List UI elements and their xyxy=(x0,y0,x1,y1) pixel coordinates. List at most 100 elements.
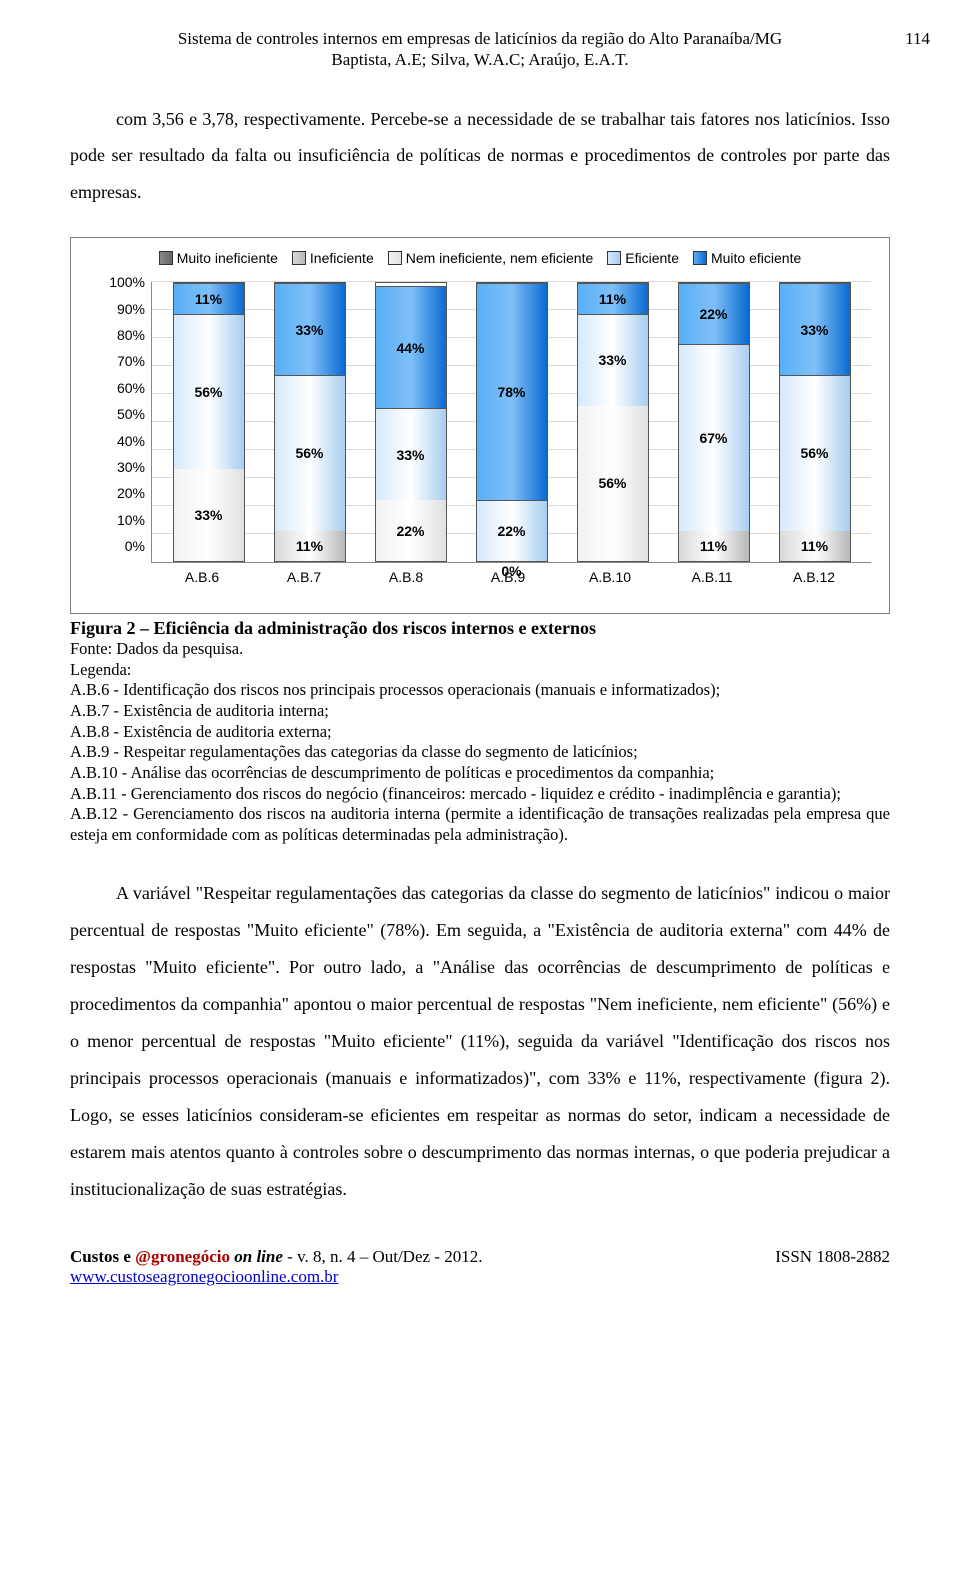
bar-segment-label: 56% xyxy=(174,384,244,400)
bar-segment-label: 67% xyxy=(679,430,749,446)
legend-item: Eficiente xyxy=(607,250,679,266)
legenda-item: A.B.6 - Identificação dos riscos nos pri… xyxy=(70,680,890,701)
page-footer: Custos e @gronegócio on line - v. 8, n. … xyxy=(70,1247,890,1287)
bar-segment: 11% xyxy=(679,531,749,562)
bar-segment-label: 11% xyxy=(578,291,648,307)
xtick-label: A.B.11 xyxy=(676,569,748,585)
footer-issn: ISSN 1808-2882 xyxy=(775,1247,890,1287)
bar-segment: 33% xyxy=(780,283,850,375)
legenda-title: Legenda: xyxy=(70,660,890,681)
bar-segment-label: 56% xyxy=(780,445,850,461)
figure-2-chart: Muito ineficiente Ineficiente Nem ineficie… xyxy=(70,237,890,614)
ytick-label: 90% xyxy=(89,301,145,317)
legend-item: Muito eficiente xyxy=(693,250,801,266)
bar-segment: 33% xyxy=(275,283,345,375)
legend-item: Ineficiente xyxy=(292,250,374,266)
page-number: 114 xyxy=(905,28,930,49)
bar-segment-label: 78% xyxy=(477,384,547,400)
legenda-item: A.B.7 - Existência de auditoria interna; xyxy=(70,701,890,722)
bar: 11% 67% 22% xyxy=(678,282,750,562)
figure-caption: Figura 2 – Eficiência da administração d… xyxy=(70,618,890,639)
bar-segment: 33% xyxy=(376,408,446,500)
bar-segment: 56% xyxy=(578,406,648,562)
bar-segment-label: 11% xyxy=(679,538,749,554)
bar-segment-label: 22% xyxy=(376,523,446,539)
intro-paragraph: com 3,56 e 3,78, respectivamente. Perceb… xyxy=(70,101,890,212)
legend-item: Muito ineficiente xyxy=(159,250,278,266)
bar-segment: 11% xyxy=(578,283,648,314)
bar-segment-label: 33% xyxy=(780,322,850,338)
ytick-label: 50% xyxy=(89,406,145,422)
bar-segment: 78% xyxy=(477,283,547,500)
bar-segment: 22% xyxy=(679,283,749,344)
ytick-label: 20% xyxy=(89,485,145,501)
bar-segment: 44% xyxy=(376,286,446,408)
bar-segment: 11% xyxy=(780,531,850,562)
legend-label: Eficiente xyxy=(625,250,679,266)
footer-journal: Custos e @gronegócio on line - v. 8, n. … xyxy=(70,1247,482,1266)
bar-segment-label: 33% xyxy=(174,507,244,523)
bar-segment: 67% xyxy=(679,344,749,530)
legend-label: Ineficiente xyxy=(310,250,374,266)
bar-segment: 22% xyxy=(477,500,547,561)
legend-label: Muito eficiente xyxy=(711,250,801,266)
bar-segment: 56% xyxy=(275,375,345,531)
header-title-line1: Sistema de controles internos em empresa… xyxy=(178,28,782,49)
chart-yaxis: 0% 10% 20% 30% 40% 50% 60% 70% 80% 90% 100% xyxy=(89,274,151,554)
bar: 56% 33% 11% xyxy=(577,282,649,562)
bar-segment-label: 33% xyxy=(578,352,648,368)
ytick-label: 0% xyxy=(89,538,145,554)
legenda-item: A.B.8 - Existência de auditoria externa; xyxy=(70,722,890,743)
bar-segment-label: 22% xyxy=(679,306,749,322)
legend-item: Nem ineficiente, nem eficiente xyxy=(388,250,594,266)
bar: 11% 56% 33% xyxy=(779,282,851,562)
legenda-item: A.B.9 - Respeitar regulamentações das ca… xyxy=(70,742,890,763)
legend-swatch xyxy=(693,251,707,265)
footer-left: Custos e @gronegócio on line - v. 8, n. … xyxy=(70,1247,482,1287)
chart-legend: Muito ineficiente Ineficiente Nem ineficie… xyxy=(89,250,871,266)
ytick-label: 40% xyxy=(89,433,145,449)
ytick-label: 80% xyxy=(89,327,145,343)
bar-segment: 22% xyxy=(376,500,446,561)
ytick-label: 10% xyxy=(89,512,145,528)
intro-paragraph-block: com 3,56 e 3,78, respectivamente. Perceb… xyxy=(70,101,890,212)
ytick-label: 70% xyxy=(89,353,145,369)
ytick-label: 60% xyxy=(89,380,145,396)
xtick-label: A.B.12 xyxy=(778,569,850,585)
legenda-item: A.B.11 - Gerenciamento dos riscos do neg… xyxy=(70,784,890,805)
bar-segment-label: 56% xyxy=(578,475,648,491)
xtick-label: A.B.6 xyxy=(166,569,238,585)
bar: 22% 33% 44% xyxy=(375,282,447,562)
bar-segment-label: 33% xyxy=(275,322,345,338)
page-header: Sistema de controles internos em empresa… xyxy=(70,28,890,71)
legend-swatch xyxy=(388,251,402,265)
legend-label: Nem ineficiente, nem eficiente xyxy=(406,250,594,266)
ytick-label: 30% xyxy=(89,459,145,475)
bar-segment: 11% xyxy=(174,283,244,314)
legenda-item: A.B.10 - Análise das ocorrências de desc… xyxy=(70,763,890,784)
bar-segment: 33% xyxy=(174,469,244,561)
figure-source: Fonte: Dados da pesquisa. xyxy=(70,639,890,660)
bar-segment-label: 11% xyxy=(275,538,345,554)
bar-segment-label: 56% xyxy=(275,445,345,461)
xtick-label: A.B.7 xyxy=(268,569,340,585)
legend-swatch xyxy=(292,251,306,265)
bar-segment: 33% xyxy=(578,314,648,406)
bar-segment-label: 11% xyxy=(780,538,850,554)
header-authors: Baptista, A.E; Silva, W.A.C; Araújo, E.A… xyxy=(331,49,628,70)
main-paragraph: A variável "Respeitar regulamentações da… xyxy=(70,875,890,1207)
legend-swatch xyxy=(159,251,173,265)
bar: 33% 56% 11% xyxy=(173,282,245,562)
bar-segment-label: 11% xyxy=(174,291,244,307)
ytick-label: 100% xyxy=(89,274,145,290)
bar-segment-label: 44% xyxy=(376,340,446,356)
footer-url-link[interactable]: www.custoseagronegocioonline.com.br xyxy=(70,1267,338,1286)
bar-segment-label: 33% xyxy=(376,447,446,463)
legenda-item: A.B.12 - Gerenciamento dos riscos na aud… xyxy=(70,804,890,845)
chart-plot-area: 33%56%11%11%56%33%22%33%44%0%22%78%56%33… xyxy=(151,282,871,563)
bar-segment-label: 0% xyxy=(477,563,547,579)
legend-swatch xyxy=(607,251,621,265)
bar-segment: 11% xyxy=(275,531,345,562)
xtick-label: A.B.10 xyxy=(574,569,646,585)
bar-segment: 56% xyxy=(780,375,850,531)
